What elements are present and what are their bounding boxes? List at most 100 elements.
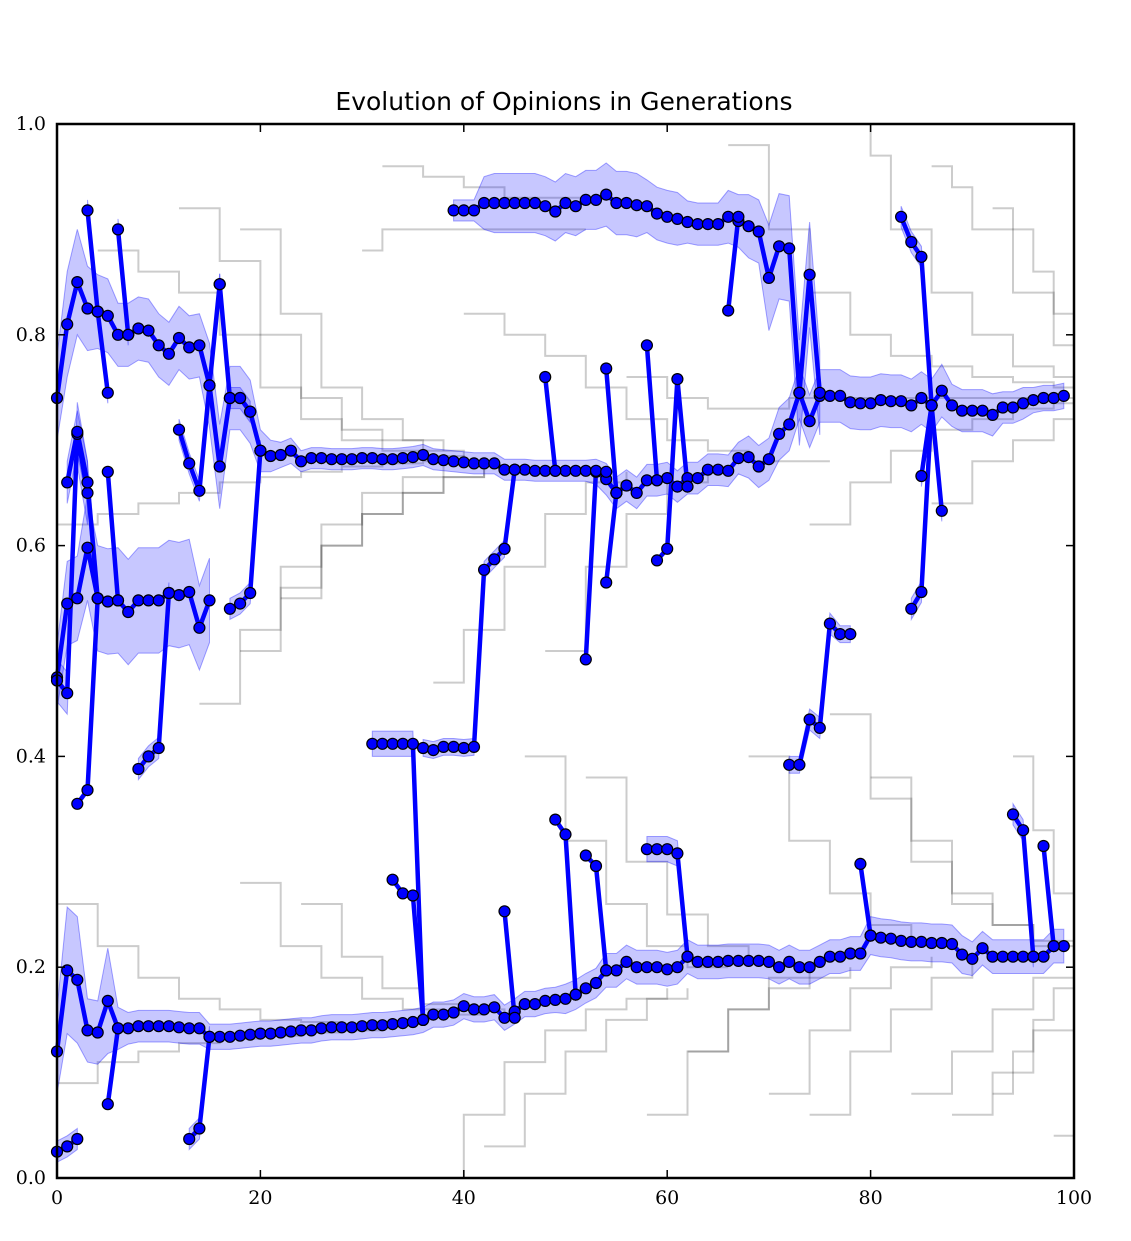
- series-1-point: [1006, 401, 1020, 414]
- series-32-point: [844, 627, 857, 641]
- series-11-line: [105, 1026, 121, 1107]
- series-0-point: [610, 964, 623, 977]
- series-5-point: [71, 425, 84, 438]
- series-6-point: [71, 797, 84, 810]
- background-trajectory-4: [199, 466, 445, 705]
- series-0-point: [844, 947, 857, 960]
- series-1-point: [417, 448, 430, 462]
- series-28-point: [650, 474, 664, 487]
- series-2-point: [762, 271, 776, 284]
- series-1-point: [691, 472, 704, 485]
- series-1-point: [823, 389, 837, 402]
- series-1-point: [772, 427, 786, 440]
- series-1-point: [518, 463, 531, 476]
- series-13-point: [193, 484, 206, 497]
- series-6-point: [91, 592, 104, 605]
- background-trajectory-29: [748, 755, 913, 936]
- series-20-point: [508, 463, 521, 476]
- series-31-point: [732, 210, 745, 223]
- series-10-point: [122, 328, 135, 341]
- series-0-point: [650, 961, 664, 974]
- series-23-point: [549, 813, 562, 826]
- y-tick-label: 1.0: [16, 113, 46, 135]
- series-17-point: [396, 737, 409, 750]
- series-0-point: [783, 955, 796, 969]
- series-2-point: [447, 204, 460, 217]
- series-1-point: [193, 339, 206, 352]
- series-9-line: [105, 469, 121, 603]
- series-0-point: [905, 935, 918, 949]
- series-1-point: [844, 396, 857, 409]
- series-0-point: [295, 1024, 308, 1037]
- series-0-point: [539, 994, 552, 1008]
- series-37-point: [1006, 808, 1020, 821]
- series-29-point: [681, 950, 694, 963]
- series-23-point: [559, 828, 572, 841]
- series-2-point: [589, 193, 603, 206]
- series-30-point: [681, 480, 694, 493]
- series-35-point: [915, 585, 928, 599]
- series-0-point: [986, 950, 999, 963]
- series-0-point: [701, 955, 715, 969]
- background-trajectory-26: [585, 776, 750, 957]
- series-15-point: [244, 405, 257, 418]
- x-tick-label: 100: [1056, 1187, 1092, 1209]
- series-22-point: [539, 370, 552, 384]
- series-1-point: [630, 486, 643, 499]
- series-0-point: [132, 1020, 145, 1033]
- series-26-point: [600, 362, 613, 375]
- series-1-point: [498, 463, 511, 476]
- series-27-point: [610, 486, 623, 499]
- series-12-line: [136, 590, 172, 772]
- series-0-point: [406, 1015, 419, 1029]
- series-33-line: [858, 861, 873, 938]
- series-36-point: [935, 504, 948, 517]
- series-1-point: [437, 454, 450, 467]
- series-1-point: [996, 401, 1009, 414]
- series-0-point: [498, 1011, 511, 1024]
- series-11-point: [111, 1022, 125, 1035]
- series-2-point: [681, 215, 694, 229]
- series-4-point: [81, 486, 94, 499]
- series-0-point: [386, 1017, 399, 1031]
- series-14-point: [183, 1132, 196, 1146]
- series-28-point: [640, 339, 654, 352]
- series-24-line: [583, 468, 609, 662]
- series-0-point: [996, 950, 1009, 963]
- series-0-point: [589, 976, 603, 990]
- series-4-point: [61, 687, 74, 700]
- series-0-point: [478, 1003, 491, 1016]
- series-19-point: [457, 741, 470, 755]
- series-2-point: [803, 268, 816, 281]
- series-1-point: [579, 464, 592, 477]
- series-1-point: [833, 389, 847, 402]
- series-14-point: [203, 1030, 216, 1043]
- series-32-point: [833, 627, 847, 641]
- series-1-point: [559, 464, 572, 477]
- series-2-point: [711, 218, 725, 231]
- series-3-point: [203, 594, 216, 607]
- series-0-point: [315, 1022, 328, 1035]
- series-24-point: [600, 465, 613, 478]
- series-1-point: [81, 302, 94, 315]
- background-trajectory-28: [687, 967, 852, 1053]
- series-0-point: [752, 954, 765, 968]
- series-2-point: [610, 196, 623, 210]
- series-2-point: [518, 196, 531, 210]
- series-30-point: [671, 373, 684, 386]
- series-2-point: [508, 196, 521, 210]
- series-35-point: [905, 602, 918, 615]
- background-trajectory-33: [870, 776, 1075, 952]
- series-0-point: [549, 993, 562, 1007]
- series-7-point: [71, 1132, 84, 1146]
- series-16-point: [244, 586, 257, 600]
- series-19-point: [478, 563, 491, 576]
- series-13-point: [183, 457, 196, 470]
- series-1-point: [478, 457, 491, 470]
- series-2-point: [467, 204, 481, 217]
- series-0-point: [559, 992, 572, 1005]
- series-22-line: [542, 374, 558, 474]
- series-1-point: [101, 309, 114, 322]
- plot-frame: [55, 122, 1076, 1180]
